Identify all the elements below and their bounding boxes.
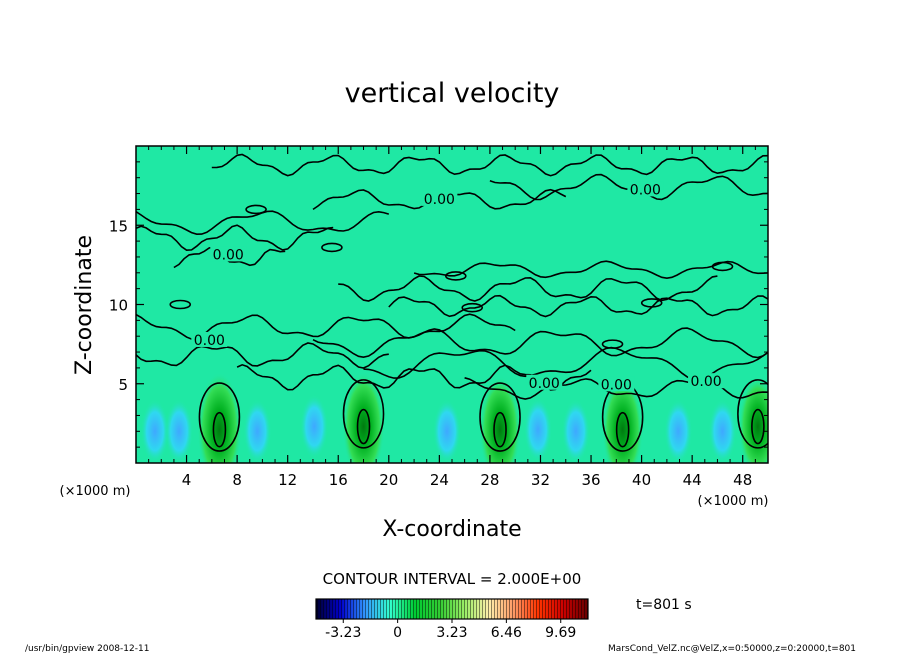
updraft-outer-contour-0 — [198, 382, 241, 452]
colorbar: -3.23 0 3.23 6.46 9.69 — [315, 598, 589, 641]
downdraft-3 — [300, 394, 329, 459]
x-tick-label-5: 24 — [430, 471, 449, 489]
x-tick-label-7: 32 — [531, 471, 550, 489]
x-unit-left: (×1000 m) — [60, 484, 131, 499]
x-tick-label-10: 44 — [683, 471, 702, 489]
updraft-inner-contour-0 — [212, 411, 227, 448]
downdraft-8 — [708, 399, 737, 463]
small-contour-0 — [245, 204, 267, 215]
updraft-4 — [738, 376, 768, 463]
contour-label-0: 0.00 — [424, 192, 455, 208]
downdraft-5 — [523, 397, 552, 462]
updraft-0 — [197, 372, 242, 463]
contour-label-bg-6 — [688, 373, 725, 389]
y-tick-label-1: 10 — [109, 297, 128, 315]
colorbar-tick-label-2: 3.23 — [436, 625, 467, 641]
colorbar-tick-label-3: 6.46 — [491, 625, 522, 641]
x-axis: 4 8 12 16 20 24 28 32 36 40 44 48 — [148, 146, 756, 489]
contour-label-bg-0 — [421, 190, 458, 206]
x-tick-label-4: 20 — [379, 471, 398, 489]
downdraft-4 — [432, 399, 461, 463]
x-axis-label: X-coordinate — [382, 517, 521, 542]
footer-right: MarsCond_VelZ.nc@VelZ,x=0:50000,z=0:2000… — [608, 644, 856, 654]
contour-label-bg-5 — [598, 376, 635, 392]
footer-left: /usr/bin/gpview 2008-12-11 — [25, 644, 149, 654]
x-tick-label-1: 8 — [232, 471, 242, 489]
small-contour-5 — [711, 261, 734, 272]
x-tick-label-6: 28 — [480, 471, 499, 489]
contour-label-1: 0.00 — [630, 182, 661, 198]
contour-interval: CONTOUR INTERVAL = 2.000E+00 — [323, 570, 582, 588]
updraft-inner-contour-1 — [356, 408, 371, 445]
x-tick-label-3: 16 — [329, 471, 348, 489]
zero-contour-8 — [388, 294, 768, 318]
small-contour-1 — [321, 242, 343, 253]
small-contour-2 — [169, 299, 192, 310]
x-tick-label-8: 36 — [581, 471, 600, 489]
downdraft-7 — [664, 399, 693, 463]
y-axis-label: Z-coordinate — [72, 235, 97, 375]
updraft-outer-contour-1 — [342, 379, 385, 449]
updraft-inner-contour-2 — [493, 411, 507, 448]
contour-label-bg-4 — [526, 374, 563, 390]
downdraft-2 — [243, 399, 272, 463]
chart-title: vertical velocity — [345, 78, 560, 109]
updraft-outer-contour-4 — [737, 379, 768, 449]
updraft-inner-contour-3 — [615, 411, 630, 448]
x-unit-right: (×1000 m) — [698, 494, 769, 509]
zero-contour-4 — [136, 224, 334, 252]
y-tick-label-0: 5 — [118, 376, 128, 394]
zero-contour-0 — [211, 153, 768, 177]
contour-label-2: 0.00 — [213, 247, 244, 263]
small-contour-6 — [601, 339, 624, 349]
downdraft-0 — [140, 399, 169, 463]
colorbar-tick-label-0: -3.23 — [325, 625, 361, 641]
x-tick-label-11: 48 — [733, 471, 752, 489]
contour-label-6: 0.00 — [690, 374, 721, 390]
colorbar-tick-label-4: 9.69 — [545, 625, 576, 641]
small-contour-4 — [640, 298, 663, 308]
x-tick-label-2: 12 — [278, 471, 297, 489]
velocity-field — [140, 371, 768, 463]
contour-label-bg-2 — [210, 246, 247, 262]
colorbar-ticks: -3.23 0 3.23 6.46 9.69 — [325, 619, 576, 641]
x-tick-label-0: 4 — [182, 471, 192, 489]
zero-contour-10 — [312, 327, 768, 359]
small-contour-3 — [461, 302, 484, 313]
downdraft-6 — [561, 399, 590, 463]
updraft-1 — [342, 371, 385, 463]
zero-contour-7 — [338, 275, 718, 302]
zero-contour-11 — [136, 342, 389, 369]
colorbar-tick-label-1: 0 — [393, 625, 402, 641]
downdraft-1 — [164, 399, 193, 463]
updraft-outer-contour-2 — [479, 382, 521, 452]
x-tick-label-9: 40 — [632, 471, 651, 489]
contour-label-bg-3 — [191, 331, 228, 347]
contour-label-bg-1 — [627, 181, 664, 197]
updraft-2 — [479, 376, 521, 463]
updraft-3 — [602, 376, 644, 463]
zero-contour-6 — [413, 260, 768, 280]
time-label: t=801 s — [636, 597, 692, 613]
contour-label-3: 0.00 — [194, 333, 225, 349]
small-contour-7 — [444, 271, 467, 281]
contour-label-4: 0.00 — [529, 376, 560, 392]
plot-area: 0.000.000.000.000.00 0.00 0.00 4 8 12 16 20 24 2… — [109, 145, 769, 489]
y-axis: 5 10 15 — [109, 161, 768, 448]
contour-label-5: 0.00 — [601, 377, 632, 393]
zero-contour-5 — [173, 246, 286, 269]
updraft-inner-contour-4 — [751, 408, 765, 445]
y-tick-label-2: 15 — [109, 217, 128, 235]
colorbar-stripes — [316, 599, 588, 619]
contour-labels: 0.00 0.00 0.00 0.00 0.00 0.00 0.00 — [191, 181, 725, 393]
